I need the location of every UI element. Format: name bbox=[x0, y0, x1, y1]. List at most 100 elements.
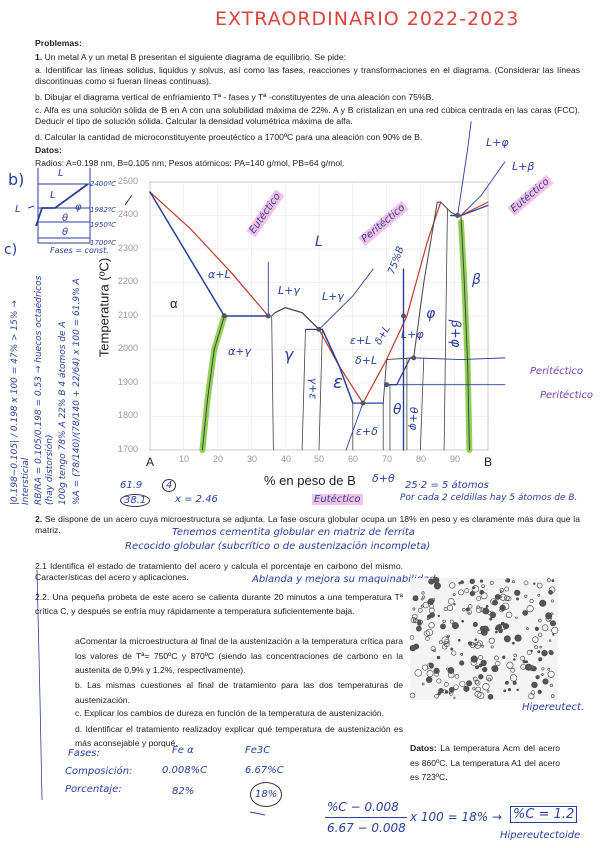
cementite-globule bbox=[472, 622, 478, 628]
invariant-point bbox=[411, 355, 417, 361]
table-cell: 82% bbox=[172, 786, 195, 797]
cementite-globule bbox=[475, 606, 483, 613]
cementite-globule bbox=[541, 673, 544, 676]
cementite-globule bbox=[492, 599, 499, 606]
phase-label: ε+L bbox=[350, 334, 372, 347]
formula-result: %C = 1.2 bbox=[510, 806, 578, 823]
invariant-point bbox=[455, 213, 461, 218]
cementite-globule bbox=[427, 598, 435, 605]
cementite-globule bbox=[526, 627, 529, 630]
table-cell: Fe3C bbox=[245, 745, 271, 756]
diagram-frame bbox=[149, 181, 489, 451]
y-tick: 1700 bbox=[118, 444, 139, 454]
cementite-globule bbox=[522, 610, 528, 616]
cementite-globule bbox=[449, 582, 456, 589]
cementite-globule bbox=[436, 655, 441, 660]
cementite-globule bbox=[472, 687, 476, 691]
cementite-globule bbox=[433, 582, 441, 590]
cementite-globule bbox=[551, 579, 555, 582]
cementite-globule bbox=[506, 661, 514, 669]
cementite-globule bbox=[409, 692, 416, 699]
cementite-globule bbox=[550, 694, 555, 698]
b-temp: 2400ºC bbox=[90, 180, 117, 188]
cementite-globule bbox=[505, 611, 513, 619]
cementite-globule bbox=[429, 612, 435, 618]
cementite-globule bbox=[548, 639, 552, 642]
cementite-globule bbox=[477, 640, 483, 647]
cementite-globule bbox=[489, 580, 494, 585]
calc-value: 38.1 bbox=[120, 494, 151, 507]
phase-label: ε bbox=[333, 372, 343, 393]
cementite-globule bbox=[541, 649, 548, 657]
p2-qb: b. Las mismas cuestiones al final de tra… bbox=[75, 680, 403, 705]
cementite-globule bbox=[452, 593, 456, 596]
cementite-globule bbox=[434, 694, 439, 699]
p1-datos-label: Datos: bbox=[35, 145, 62, 155]
cementite-globule bbox=[472, 586, 476, 590]
cementite-globule bbox=[490, 645, 494, 649]
cementite-globule bbox=[495, 660, 501, 667]
x-tick: 30 bbox=[247, 454, 258, 464]
cementite-globule bbox=[539, 645, 543, 649]
cementite-globule bbox=[471, 585, 480, 593]
b-theta: θ bbox=[62, 227, 69, 238]
cementite-globule bbox=[474, 643, 477, 646]
cementite-globule bbox=[514, 589, 521, 596]
y-tick: 2100 bbox=[118, 310, 139, 320]
cementite-globule bbox=[420, 604, 424, 608]
cementite-globule bbox=[476, 596, 481, 601]
cementite-globule bbox=[489, 611, 497, 619]
reaction-label: L+β bbox=[512, 160, 535, 173]
cementite-globule bbox=[504, 586, 510, 592]
invariant-point bbox=[265, 313, 271, 319]
cementite-globule bbox=[522, 660, 526, 664]
p1-d: d. Calcular la cantidad de microconstitu… bbox=[35, 132, 423, 142]
cementite-globule bbox=[477, 629, 482, 635]
cementite-globule bbox=[534, 626, 540, 631]
cementite-globule bbox=[412, 595, 419, 602]
reaction-label: L+φ bbox=[486, 136, 509, 149]
cementite-globule bbox=[505, 681, 509, 685]
cementite-globule bbox=[549, 620, 556, 627]
delta-line bbox=[382, 357, 415, 404]
cementite-globule bbox=[425, 628, 433, 637]
cementite-globule bbox=[523, 580, 529, 586]
cementite-globule bbox=[474, 638, 478, 642]
x-left-label: A bbox=[146, 455, 155, 469]
p2-datos-text: La temperatura Acm del acero es 860ºC. L… bbox=[410, 743, 561, 782]
cementite-globule bbox=[485, 605, 489, 608]
phase-label: ε+δ bbox=[356, 425, 378, 438]
b-temp: 1950ºC bbox=[90, 221, 117, 229]
p2-q21: 2.1 Identifica el estado de tratamiento … bbox=[35, 561, 403, 582]
invariant-point bbox=[401, 313, 406, 319]
cementite-globule bbox=[489, 617, 493, 621]
cementite-globule bbox=[552, 633, 555, 636]
cementite-globule bbox=[481, 644, 485, 648]
cementite-globule bbox=[470, 659, 477, 666]
cementite-globule bbox=[463, 685, 470, 692]
cementite-globule bbox=[477, 692, 485, 700]
cementite-globule bbox=[513, 653, 518, 658]
p1-number: 1. bbox=[35, 52, 43, 62]
cementite-globule bbox=[478, 654, 484, 660]
cementite-globule bbox=[433, 667, 440, 674]
cementite-globule bbox=[515, 616, 518, 619]
cementite-globule bbox=[551, 626, 559, 634]
table-cell: Fe α bbox=[172, 745, 194, 756]
cementite-globule bbox=[510, 667, 516, 673]
cementite-globule bbox=[545, 615, 552, 622]
cementite-globule bbox=[428, 578, 435, 585]
b-L: L bbox=[50, 190, 56, 201]
cementite-globule bbox=[428, 622, 435, 629]
cementite-globule bbox=[462, 607, 466, 612]
b-phi: φ bbox=[75, 202, 82, 213]
cementite-globule bbox=[514, 634, 522, 642]
cementite-globule bbox=[536, 582, 543, 589]
cementite-globule bbox=[537, 650, 541, 654]
cementite-globule bbox=[499, 593, 507, 601]
cementite-globule bbox=[512, 680, 517, 685]
cementite-globule bbox=[491, 665, 499, 673]
cementite-globule bbox=[541, 667, 545, 671]
cementite-globule bbox=[499, 588, 505, 593]
cementite-globule bbox=[433, 649, 436, 652]
